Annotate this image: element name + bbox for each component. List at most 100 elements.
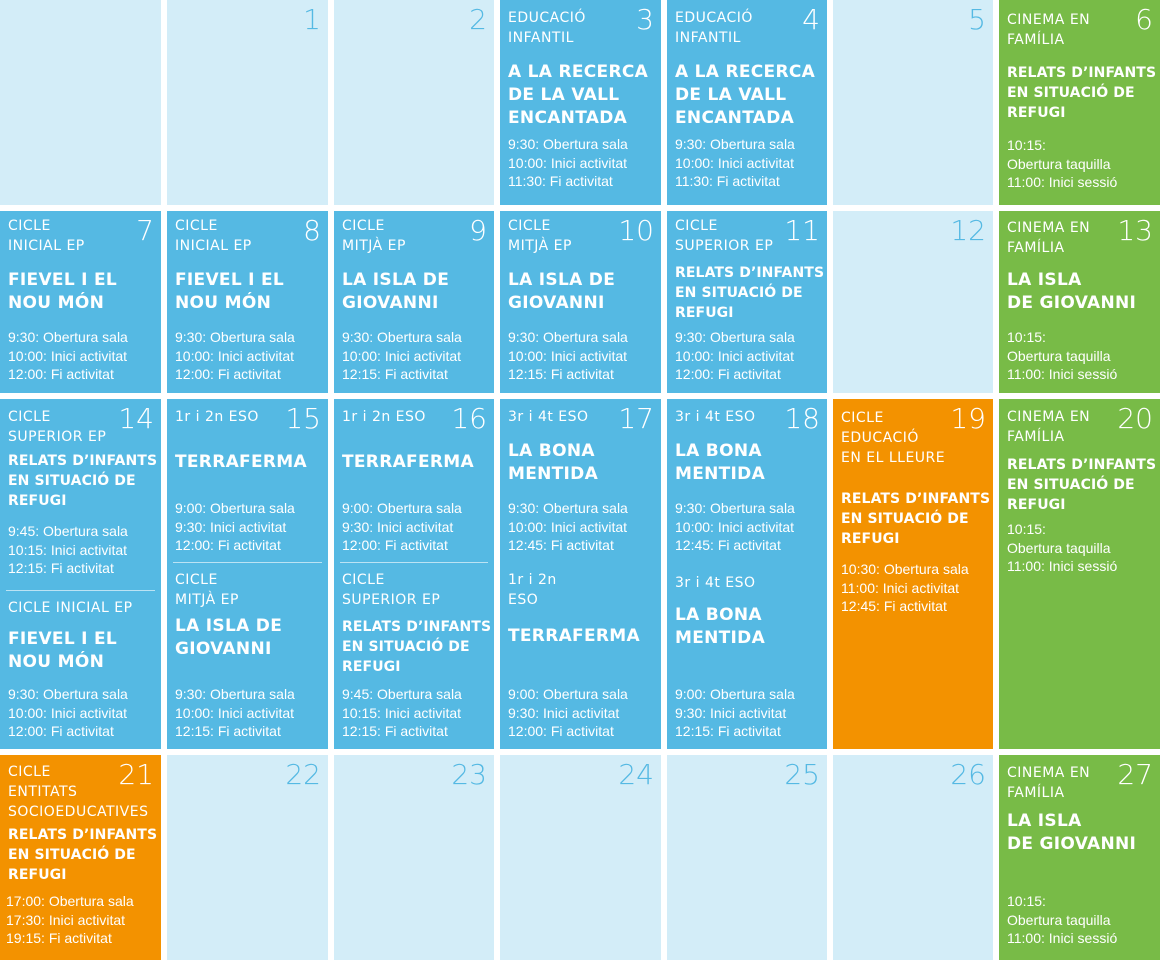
event-title: LA ISLA DE GIOVANNI [175,616,283,659]
event-divider [6,590,155,591]
day-cell-7[interactable]: 7 CICLE INICIAL EP FIEVEL I EL NOU MÓN 9… [0,211,161,393]
day-cell-6[interactable]: 6 CINEMA EN FAMÍLIA RELATS D’INFANTS EN … [999,0,1160,205]
event-title: TERRAFERMA [342,452,474,472]
event-title: RELATS D’INFANTS EN SITUACIÓ DE REFUGI [841,491,991,547]
event-times: 9:45: Obertura sala 10:15: Inici activit… [342,686,462,739]
day-number: 6 [1135,3,1153,36]
day-cell-2[interactable]: 2 [334,0,494,205]
day-number: 26 [950,758,986,791]
day-cell-25[interactable]: 25 [667,755,827,960]
event-times: 10:15: Obertura taquilla 11:00: Inici se… [1007,893,1118,946]
event-title: RELATS D’INFANTS EN SITUACIÓ DE REFUGI [1007,65,1157,121]
event-title: FIEVEL I EL NOU MÓN [8,629,118,672]
event-title: RELATS D’INFANTS EN SITUACIÓ DE REFUGI [675,265,825,321]
event-category: CICLE ENTITATS SOCIOEDUCATIVES [8,764,149,820]
day-cell-14[interactable]: 14 CICLE SUPERIOR EP RELATS D’INFANTS EN… [0,399,161,749]
day-cell-15[interactable]: 15 1r i 2n ESO TERRAFERMA 9:00: Obertura… [167,399,328,749]
event-title: LA ISLA DE GIOVANNI [1007,270,1137,313]
event-title: FIEVEL I EL NOU MÓN [8,270,118,313]
event-times: 9:30: Obertura sala 10:00: Inici activit… [675,500,795,553]
event-times: 9:30: Obertura sala 10:00: Inici activit… [175,686,295,739]
event-title: RELATS D’INFANTS EN SITUACIÓ DE REFUGI [8,453,158,509]
day-cell-23[interactable]: 23 [334,755,494,960]
event-title: A LA RECERCA DE LA VALL ENCANTADA [508,62,649,128]
event-category: 3r i 4t ESO [508,409,589,425]
event-category: 1r i 2n ESO [175,409,259,425]
day-cell-empty [0,0,161,205]
event-divider [340,562,488,563]
day-cell-24[interactable]: 24 [500,755,661,960]
day-number: 8 [303,214,321,247]
day-cell-12[interactable]: 12 [833,211,993,393]
day-cell-21[interactable]: 21 CICLE ENTITATS SOCIOEDUCATIVES RELATS… [0,755,161,960]
event-times: 9:30: Obertura sala 10:00: Inici activit… [8,329,128,382]
day-cell-11[interactable]: 11 CICLE SUPERIOR EP RELATS D’INFANTS EN… [667,211,827,393]
event-category: CICLE SUPERIOR EP [342,572,441,608]
day-number: 27 [1117,758,1153,791]
day-cell-20[interactable]: 20 CINEMA EN FAMÍLIA RELATS D’INFANTS EN… [999,399,1160,749]
day-number: 17 [618,402,654,435]
day-cell-13[interactable]: 13 CINEMA EN FAMÍLIA LA ISLA DE GIOVANNI… [999,211,1160,393]
event-category: CICLE MITJÀ EP [508,218,572,254]
day-cell-18[interactable]: 18 3r i 4t ESO LA BONA MENTIDA 9:30: Obe… [667,399,827,749]
event-title: LA BONA MENTIDA [508,441,599,484]
event-times: 10:15: Obertura taquilla 11:00: Inici se… [1007,137,1118,190]
event-category: CINEMA EN FAMÍLIA [1007,409,1091,445]
event-category: CICLE INICIAL EP [8,600,133,616]
day-cell-17[interactable]: 17 3r i 4t ESO LA BONA MENTIDA 9:30: Obe… [500,399,661,749]
day-cell-9[interactable]: 9 CICLE MITJÀ EP LA ISLA DE GIOVANNI 9:3… [334,211,494,393]
event-title: RELATS D’INFANTS EN SITUACIÓ DE REFUGI [342,619,492,675]
event-times: 9:30: Obertura sala 10:00: Inici activit… [675,136,795,189]
event-times: 10:15: Obertura taquilla 11:00: Inici se… [1007,329,1118,382]
day-number: 20 [1117,402,1153,435]
event-title: LA BONA MENTIDA [675,441,766,484]
event-title: FIEVEL I EL NOU MÓN [175,270,285,313]
day-number: 5 [968,3,986,36]
event-category: EDUCACIÓ INFANTIL [508,10,586,46]
event-title: LA ISLA DE GIOVANNI [1007,811,1137,854]
event-title: RELATS D’INFANTS EN SITUACIÓ DE REFUGI [8,827,158,883]
event-title: LA ISLA DE GIOVANNI [342,270,450,313]
day-cell-27[interactable]: 27 CINEMA EN FAMÍLIA LA ISLA DE GIOVANNI… [999,755,1160,960]
day-cell-8[interactable]: 8 CICLE INICIAL EP FIEVEL I EL NOU MÓN 9… [167,211,328,393]
day-cell-22[interactable]: 22 [167,755,328,960]
day-number: 14 [118,402,154,435]
day-cell-19[interactable]: 19 CICLE EDUCACIÓ EN EL LLEURE RELATS D’… [833,399,993,749]
event-category: CICLE MITJÀ EP [342,218,406,254]
day-cell-3[interactable]: 3 EDUCACIÓ INFANTIL A LA RECERCA DE LA V… [500,0,661,205]
event-category: CINEMA EN FAMÍLIA [1007,765,1091,801]
event-times: 9:30: Obertura sala 10:00: Inici activit… [675,329,795,382]
day-number: 3 [636,3,654,36]
day-number: 2 [469,3,487,36]
event-category: 3r i 4t ESO [675,575,756,591]
event-times: 9:00: Obertura sala 9:30: Inici activita… [342,500,462,553]
day-number: 1 [303,3,321,36]
event-times: 9:30: Obertura sala 10:00: Inici activit… [8,686,128,739]
event-category: CINEMA EN FAMÍLIA [1007,12,1091,48]
event-divider [173,562,322,563]
event-category: 1r i 2n ESO [508,572,557,608]
event-category: CICLE SUPERIOR EP [675,218,774,254]
event-category: CICLE SUPERIOR EP [8,409,107,445]
day-number: 16 [451,402,487,435]
day-number: 22 [285,758,321,791]
day-number: 25 [784,758,820,791]
day-cell-4[interactable]: 4 EDUCACIÓ INFANTIL A LA RECERCA DE LA V… [667,0,827,205]
event-times: 10:15: Obertura taquilla 11:00: Inici se… [1007,521,1118,574]
event-category: CICLE MITJÀ EP [175,572,239,608]
event-times: 17:00: Obertura sala 17:30: Inici activi… [6,893,134,946]
day-cell-1[interactable]: 1 [167,0,328,205]
day-cell-5[interactable]: 5 [833,0,993,205]
day-cell-10[interactable]: 10 CICLE MITJÀ EP LA ISLA DE GIOVANNI 9:… [500,211,661,393]
event-category: 1r i 2n ESO [342,409,426,425]
day-cell-26[interactable]: 26 [833,755,993,960]
day-number: 15 [285,402,321,435]
event-title: A LA RECERCA DE LA VALL ENCANTADA [675,62,816,128]
event-title: RELATS D’INFANTS EN SITUACIÓ DE REFUGI [1007,457,1157,513]
day-number: 24 [618,758,654,791]
event-times: 9:45: Obertura sala 10:15: Inici activit… [8,523,128,576]
event-times: 9:30: Obertura sala 10:00: Inici activit… [508,329,628,382]
day-number: 21 [118,758,154,791]
event-times: 9:30: Obertura sala 10:00: Inici activit… [342,329,462,382]
day-cell-16[interactable]: 16 1r i 2n ESO TERRAFERMA 9:00: Obertura… [334,399,494,749]
